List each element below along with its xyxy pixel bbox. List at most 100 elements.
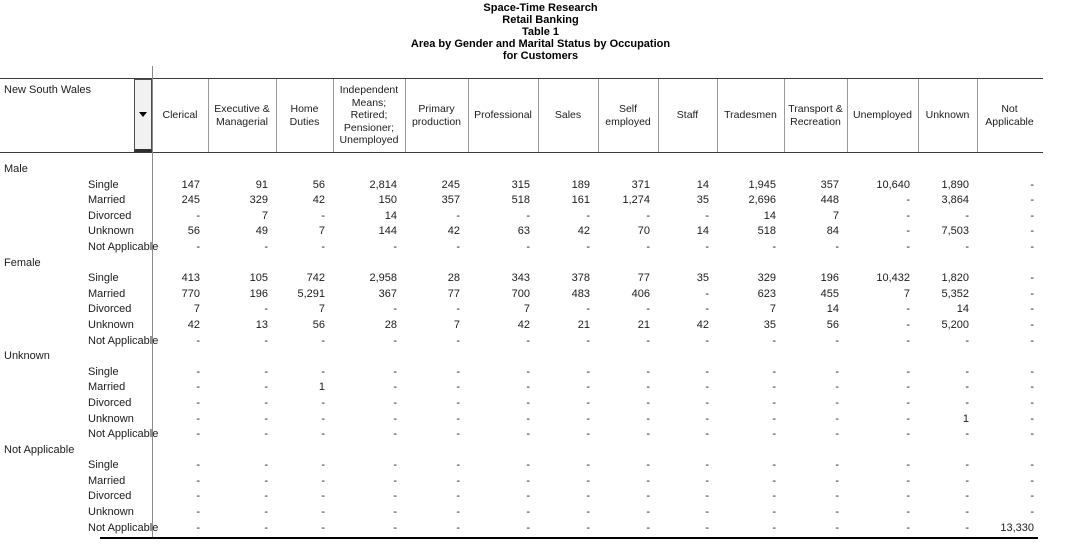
cell: - (646, 381, 650, 394)
cell: - (321, 240, 325, 253)
column-separator (784, 79, 785, 152)
cell: - (906, 365, 910, 378)
cell: - (772, 521, 776, 534)
cell: - (772, 334, 776, 347)
cell: - (196, 474, 200, 487)
cell: 42 (696, 318, 709, 331)
table-row: Not Applicable - - - - - - - - - - - - - - (0, 427, 1081, 443)
cell: 35 (763, 318, 776, 331)
cell: - (1030, 240, 1034, 253)
cell: - (456, 521, 460, 534)
cell: - (1030, 474, 1034, 487)
cell: 7 (903, 287, 910, 300)
cell: - (772, 459, 776, 472)
table-row: Divorced - - - - - - - - - - - - - - (0, 396, 1081, 412)
cell: - (321, 396, 325, 409)
cell: - (906, 334, 910, 347)
column-header: Professional (474, 109, 532, 122)
cell: - (393, 490, 397, 503)
row-group-label: Female (4, 256, 41, 269)
cell: - (456, 396, 460, 409)
cell: - (772, 474, 776, 487)
cell: - (586, 303, 590, 316)
cell: 14 (956, 303, 969, 316)
cell: - (646, 240, 650, 253)
cell: - (906, 506, 910, 519)
cell: - (321, 209, 325, 222)
report-title-line: for Customers (502, 50, 579, 62)
cell: - (835, 412, 839, 425)
cell: - (1030, 506, 1034, 519)
cell: - (906, 240, 910, 253)
cell: - (705, 506, 709, 519)
cell: - (646, 474, 650, 487)
cell: 14 (384, 209, 397, 222)
cell: - (526, 428, 530, 441)
cell: - (705, 287, 709, 300)
cell: 14 (696, 178, 709, 191)
cell: - (906, 490, 910, 503)
cell: 483 (571, 287, 590, 300)
cell: - (456, 474, 460, 487)
cell: - (646, 209, 650, 222)
cell: - (965, 209, 969, 222)
cell: - (1030, 381, 1034, 394)
cell: - (393, 240, 397, 253)
cell: - (526, 334, 530, 347)
column-header: Self employed (605, 103, 651, 128)
cell: 42 (447, 225, 460, 238)
area-selected-value: New South Wales (4, 84, 92, 96)
column-header: Sales (554, 109, 582, 122)
cell: - (321, 428, 325, 441)
cell: 42 (187, 318, 200, 331)
cell: - (586, 506, 590, 519)
cell: 161 (571, 194, 590, 207)
row-label: Married (88, 287, 126, 300)
cell: 28 (447, 272, 460, 285)
cell: - (705, 521, 709, 534)
cell: - (906, 303, 910, 316)
cell: - (705, 474, 709, 487)
cell: 1 (962, 412, 969, 425)
cell: 35 (696, 194, 709, 207)
cell: 357 (820, 178, 839, 191)
cell: - (264, 365, 268, 378)
cell: - (321, 521, 325, 534)
table-row: Divorced - 7 - 14 - - - - - 14 7 - - - (0, 209, 1081, 225)
table-row: Single - - - - - - - - - - - - - - (0, 458, 1081, 474)
cell: 14 (826, 303, 839, 316)
row-label: Divorced (88, 209, 132, 222)
cell: - (772, 412, 776, 425)
column-header: Clerical (162, 109, 198, 122)
table-row: Divorced - - - - - - - - - - - - - - (0, 489, 1081, 505)
cell: - (705, 240, 709, 253)
column-separator (468, 79, 469, 152)
cell: - (965, 365, 969, 378)
cell: - (835, 365, 839, 378)
cell: - (586, 240, 590, 253)
row-label: Unknown (88, 412, 134, 425)
cell: - (393, 365, 397, 378)
cell: - (196, 428, 200, 441)
cell: 77 (447, 287, 460, 300)
cell: 42 (577, 225, 590, 238)
cell: - (456, 459, 460, 472)
cell: - (1030, 194, 1034, 207)
cell: - (906, 225, 910, 238)
area-dropdown-button[interactable] (134, 79, 152, 152)
cell: 329 (757, 272, 776, 285)
cell: - (264, 490, 268, 503)
cell: 10,432 (876, 272, 910, 285)
row-label: Married (88, 194, 126, 207)
cell: - (646, 365, 650, 378)
cell: - (586, 490, 590, 503)
cell: - (321, 412, 325, 425)
cell: 14 (763, 209, 776, 222)
cell: - (965, 428, 969, 441)
cell: - (526, 412, 530, 425)
row-label: Divorced (88, 396, 132, 409)
cell: - (456, 365, 460, 378)
cell: 42 (312, 194, 325, 207)
column-separator (717, 79, 718, 152)
